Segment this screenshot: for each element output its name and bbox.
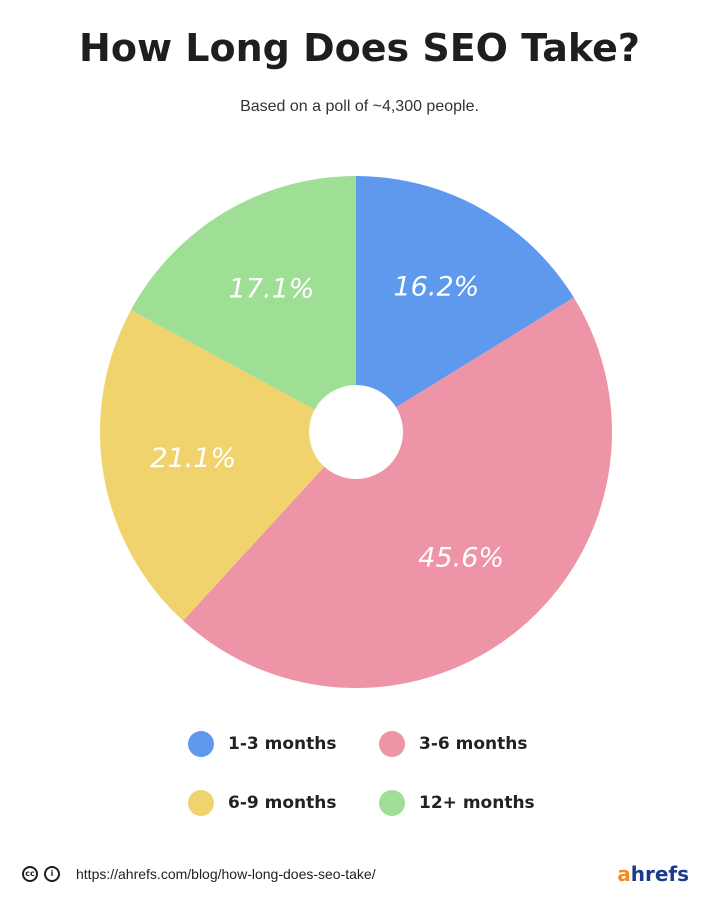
pie-slice-12-months [130, 176, 356, 432]
source-url[interactable]: https://ahrefs.com/blog/how-long-does-se… [76, 866, 376, 882]
legend-item-3-6-months: 3-6 months [379, 731, 527, 757]
legend-swatch-12-plus-months [379, 790, 405, 816]
slice-value-label: 21.1% [150, 443, 236, 474]
legend-label: 6-9 months [228, 793, 337, 813]
chart-title: How Long Does SEO Take? [79, 26, 640, 70]
legend-swatch-1-3-months [188, 731, 214, 757]
pie-center-hole [309, 385, 403, 479]
legend-swatch-6-9-months [188, 790, 214, 816]
slice-value-label: 17.1% [229, 274, 315, 305]
pie-slice-1-3-months [356, 176, 574, 432]
legend-item-1-3-months: 1-3 months [188, 731, 336, 757]
slice-value-label: 45.6% [418, 543, 504, 574]
legend-label: 1-3 months [228, 734, 337, 754]
ahrefs-logo: ahrefs [617, 862, 689, 886]
legend-label: 12+ months [419, 793, 535, 813]
license-icons: cc i [22, 866, 60, 882]
legend-item-6-9-months: 6-9 months [188, 790, 336, 816]
attribution-icon: i [44, 866, 60, 882]
legend-item-12-plus-months: 12+ months [379, 790, 535, 816]
pie-labels: 16.2% 45.6% 21.1% 17.1% [150, 271, 504, 573]
legend-label: 3-6 months [419, 734, 528, 754]
chart-subtitle: Based on a poll of ~4,300 people. [240, 98, 479, 115]
creative-commons-icon: cc [22, 866, 38, 882]
legend-swatch-3-6-months [379, 731, 405, 757]
pie-slice-3-6-months [183, 297, 612, 688]
pie-slices [99, 176, 612, 688]
slice-value-label: 16.2% [394, 271, 480, 302]
pie-slice-6-9-months [99, 310, 356, 621]
